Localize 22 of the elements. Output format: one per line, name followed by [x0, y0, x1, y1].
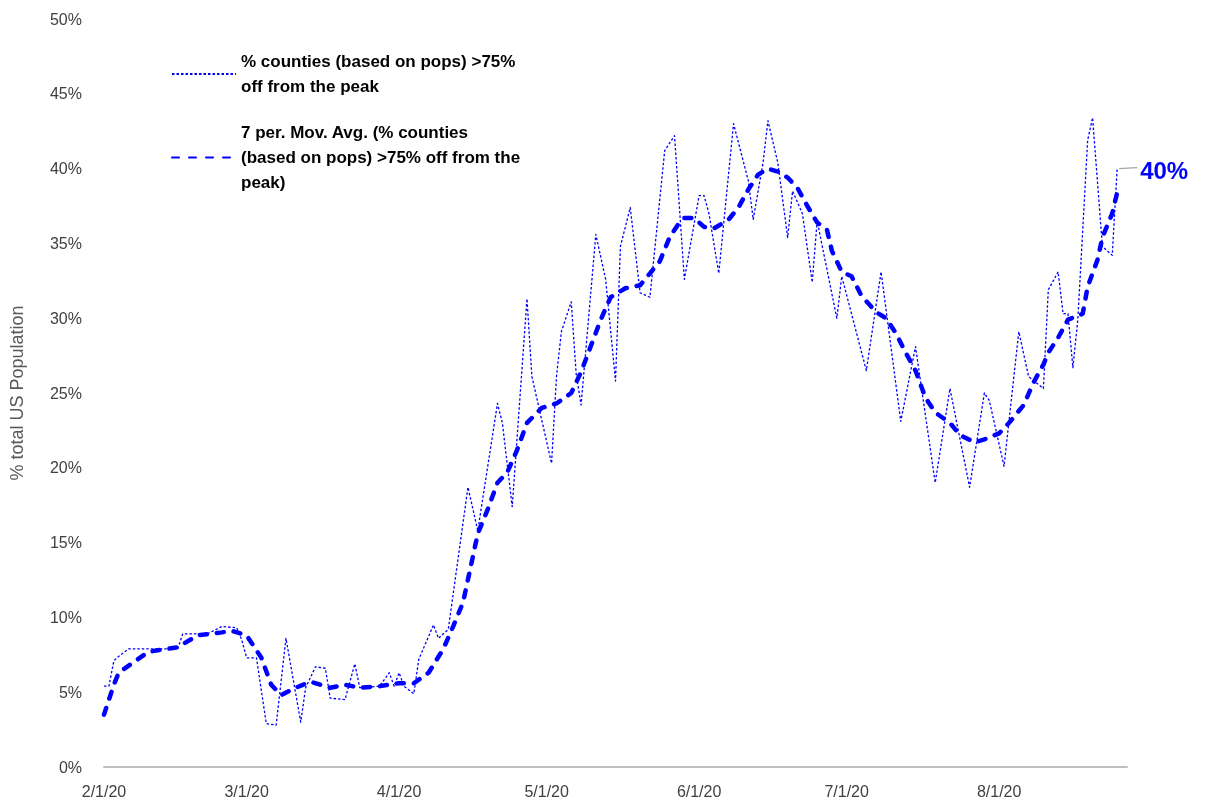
x-tick-label: 3/1/20 — [224, 782, 269, 800]
y-tick-label: 20% — [49, 459, 82, 477]
y-tick-label: 15% — [49, 534, 82, 552]
y-tick-label: 10% — [49, 608, 82, 626]
y-tick-label: 25% — [49, 384, 82, 402]
x-tick-label: 8/1/20 — [976, 782, 1022, 800]
y-tick-label: 45% — [49, 85, 82, 103]
x-tick-label: 2/1/20 — [81, 782, 127, 800]
y-tick-label: 40% — [49, 160, 82, 178]
x-tick-label: 6/1/20 — [676, 782, 722, 800]
y-tick-label: 5% — [58, 683, 82, 701]
legend-label: 7 per. Mov. Avg. (% counties (based on pops) >75% off from the peak) — [241, 123, 525, 192]
x-tick-label: 7/1/20 — [824, 782, 869, 800]
y-tick-label: 30% — [49, 309, 82, 327]
x-tick-label: 4/1/20 — [376, 782, 422, 800]
legend-label: % counties (based on pops) >75% off from the peak — [241, 52, 521, 96]
y-tick-label: 50% — [49, 10, 82, 28]
y-tick-label: 0% — [58, 758, 82, 776]
y-tick-label: 35% — [49, 234, 82, 252]
y-axis-title: % total US Population — [7, 305, 27, 481]
annotation: 40% — [1140, 157, 1189, 185]
x-tick-label: 5/1/20 — [524, 782, 569, 800]
